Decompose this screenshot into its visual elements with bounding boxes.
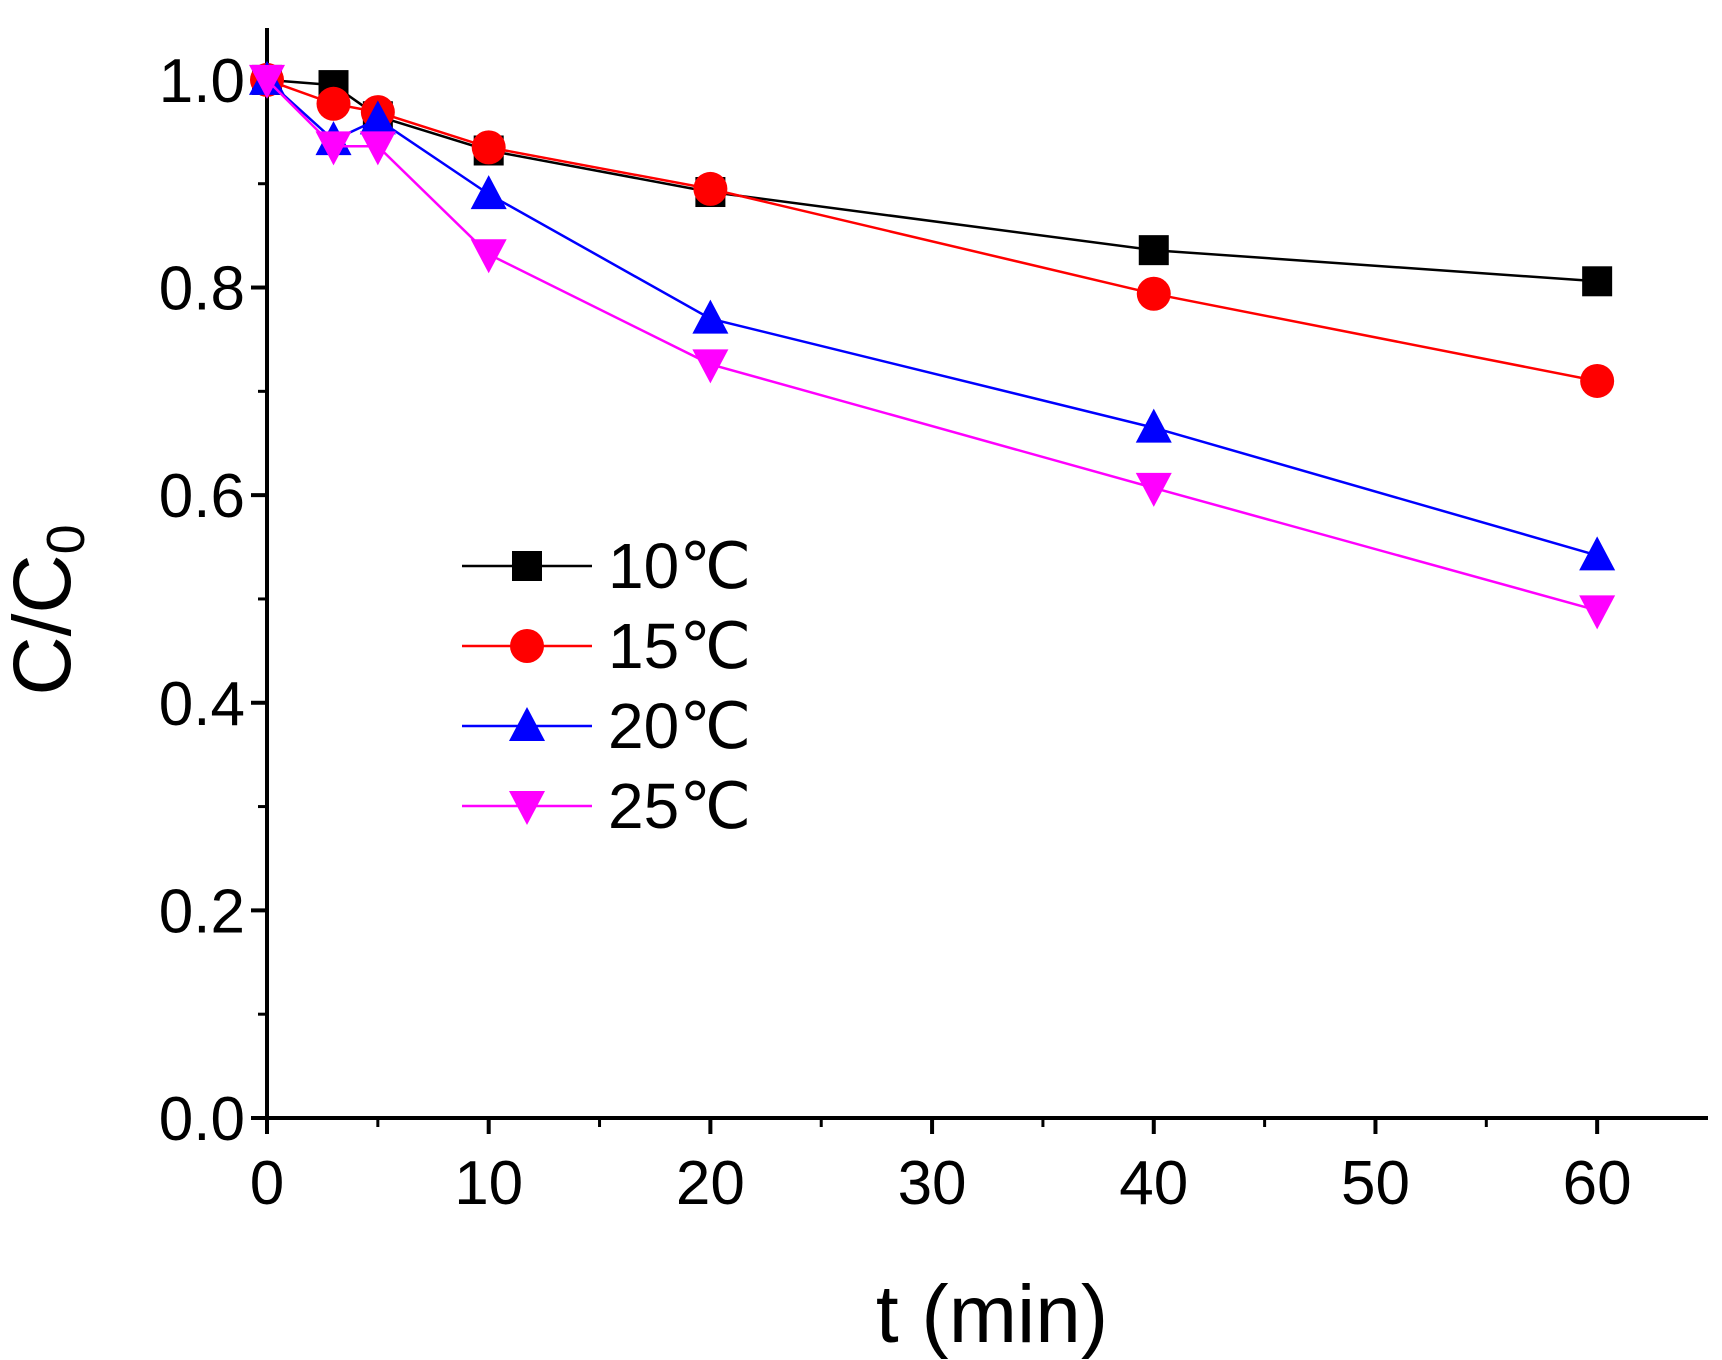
data-point	[1580, 363, 1615, 398]
y-axis-title: C/C0	[0, 524, 96, 695]
y-tick-label: 0.2	[159, 877, 245, 946]
data-point	[470, 239, 507, 274]
y-tick-label: 0.8	[159, 255, 245, 324]
data-point	[1135, 408, 1172, 443]
legend-label: 25℃	[608, 770, 751, 842]
y-tick-label: 0.6	[159, 462, 245, 531]
data-point	[692, 299, 729, 334]
series-line	[266, 78, 1598, 383]
legend-item: 15℃	[462, 610, 751, 682]
series-line	[266, 78, 1598, 557]
data-point	[471, 130, 506, 165]
data-point	[1579, 595, 1616, 630]
data-point	[470, 175, 507, 210]
series-0	[252, 64, 1613, 297]
legend-label: 15℃	[608, 610, 751, 682]
data-point	[316, 86, 351, 121]
legend-marker	[509, 707, 545, 741]
y-axis-title-subscript: 0	[36, 524, 96, 554]
data-point	[359, 131, 396, 166]
data-point	[249, 64, 285, 99]
x-tick-label: 30	[898, 1149, 967, 1218]
x-tick-label: 10	[454, 1149, 523, 1218]
legend-label: 10℃	[608, 530, 751, 602]
legend-marker	[510, 629, 544, 663]
y-tick-label: 1.0	[159, 47, 245, 116]
x-tick-label: 0	[250, 1149, 284, 1218]
x-tick-label: 40	[1119, 1149, 1188, 1218]
x-tick-label: 50	[1341, 1149, 1410, 1218]
data-point	[692, 349, 729, 384]
series-group	[249, 60, 1616, 630]
data-point	[1138, 235, 1169, 266]
data-point	[1579, 536, 1616, 571]
data-point	[315, 131, 352, 166]
axes	[265, 28, 1708, 1120]
series-line	[266, 79, 1598, 612]
data-point	[1135, 472, 1172, 507]
data-point	[1582, 266, 1613, 297]
x-axis-title: t (min)	[876, 1269, 1108, 1360]
data-point	[359, 100, 396, 135]
legend-item: 25℃	[462, 770, 751, 842]
series-1	[250, 62, 1615, 398]
legend-item: 10℃	[462, 530, 751, 602]
y-tick-label: 0.4	[159, 670, 245, 739]
tick-group: 0 10 20 30 40 50 60 0.0 0.2 0.4 0.6 0.8 1.0	[159, 47, 1632, 1218]
legend-label: 20℃	[608, 690, 751, 762]
x-tick-label: 20	[676, 1149, 745, 1218]
legend: 10℃ 15℃ 20℃ 25℃	[462, 530, 751, 842]
legend-marker	[509, 791, 545, 825]
data-point	[693, 171, 728, 206]
data-point	[1136, 276, 1171, 311]
y-axis-title-main: C/C	[0, 554, 88, 695]
series-3	[249, 64, 1616, 630]
legend-item: 20℃	[462, 690, 751, 762]
legend-marker	[512, 551, 542, 581]
x-tick-label: 60	[1563, 1149, 1632, 1218]
y-tick-label: 0.0	[159, 1085, 245, 1154]
